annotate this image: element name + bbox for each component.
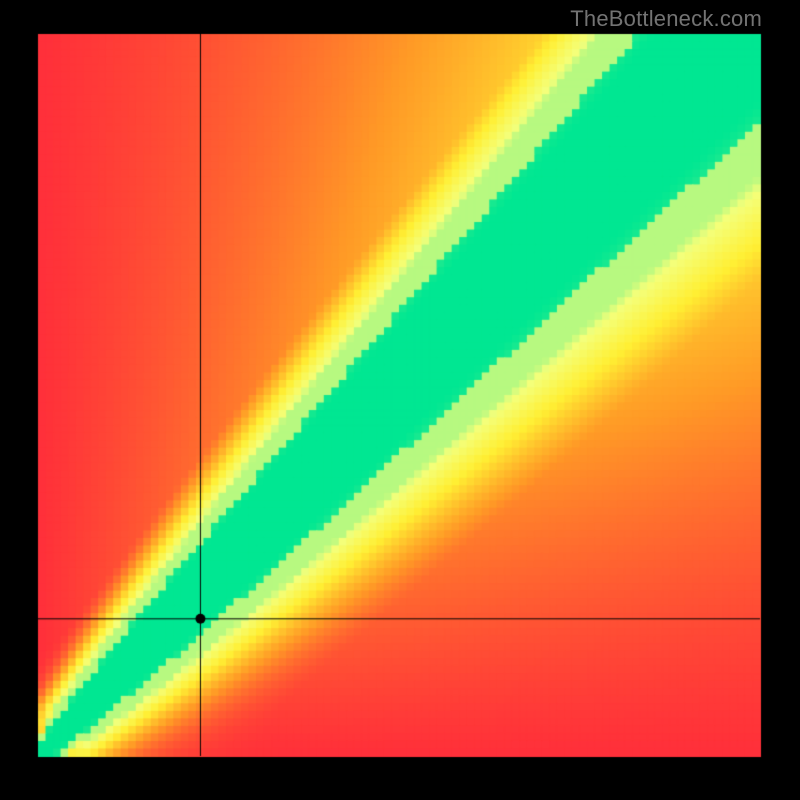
watermark-label: TheBottleneck.com [570,6,762,32]
bottleneck-heatmap [0,0,800,800]
figure-container: { "watermark": "TheBottleneck.com", "wat… [0,0,800,800]
